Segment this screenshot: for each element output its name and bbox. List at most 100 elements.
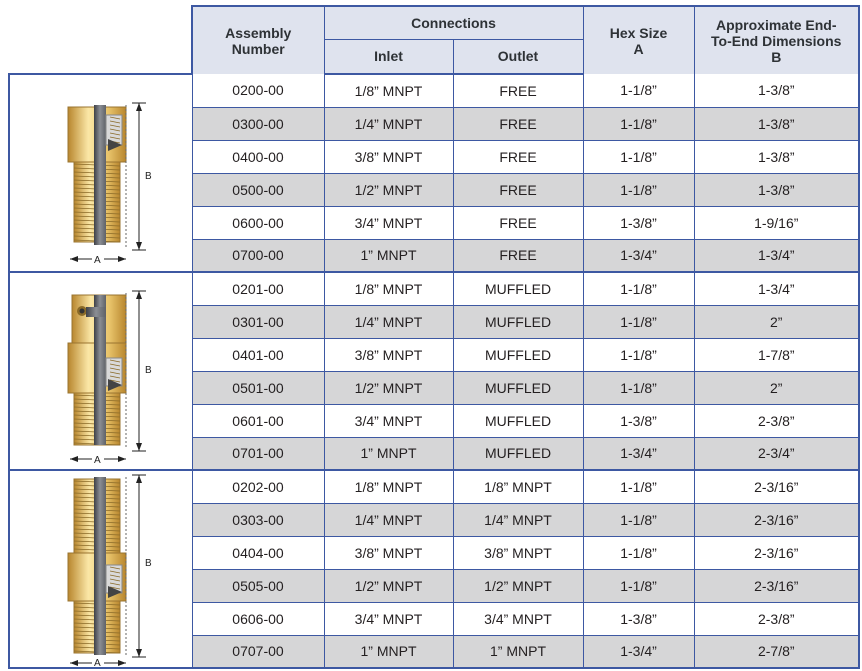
table-row: B A 0202-00 1/8” MNPT 1/8” MNPT 1-1/8” 2-3/16” [8, 469, 860, 669]
assembly-number-cell: 0606-00 [191, 602, 324, 636]
outlet-cell: 1” MNPT [452, 635, 583, 669]
assembly-number-cell: 0301-00 [191, 305, 324, 339]
hex-size-cell: 1-1/8” [582, 338, 694, 372]
hex-size-cell: 1-3/8” [582, 206, 694, 240]
assembly-number-cell: 0501-00 [191, 371, 324, 405]
outlet-cell: MUFFLED [452, 272, 583, 306]
dimension-cell: 1-3/8” [693, 140, 860, 174]
table-row: 0707-00 1” MNPT 1” MNPT 1-3/4” 2-7/8” [9, 635, 860, 669]
dimension-cell: 1-3/4” [693, 272, 860, 306]
outlet-cell: MUFFLED [452, 338, 583, 372]
inlet-cell: 1” MNPT [323, 239, 453, 273]
hex-size-cell: 1-1/8” [582, 569, 694, 603]
dimension-b-label: B [145, 365, 152, 376]
header-inlet: Inlet [323, 38, 453, 75]
assembly-number-cell: 0707-00 [191, 635, 324, 669]
table-row: 0600-00 3/4” MNPT FREE 1-3/8” 1-9/16” [9, 206, 860, 240]
hex-size-cell: 1-1/8” [582, 107, 694, 141]
assembly-number-cell: 0300-00 [191, 107, 324, 141]
dimension-cell: 1-7/8” [693, 338, 860, 372]
dimension-cell: 2” [693, 305, 860, 339]
header-dims-line3: B [771, 48, 782, 65]
header-hex-size: Hex Size A [582, 5, 694, 74]
assembly-number-cell: 0600-00 [191, 206, 324, 240]
table-row: B A 0201-00 1/8” MNPT MUFFLED 1-1/8” 1-3/4” [8, 271, 860, 471]
header-dimensions: Approximate End- To-End Dimensions B [693, 5, 860, 74]
assembly-number-cell: 0505-00 [191, 569, 324, 603]
outlet-cell: 3/8” MNPT [452, 536, 583, 570]
assembly-number-cell: 0404-00 [191, 536, 324, 570]
outlet-cell: FREE [452, 206, 583, 240]
table-row: 0505-00 1/2” MNPT 1/2” MNPT 1-1/8” 2-3/16” [9, 569, 860, 603]
inlet-cell: 1/2” MNPT [323, 173, 453, 207]
dimension-cell: 2-3/16” [693, 470, 860, 504]
inlet-cell: 1” MNPT [323, 437, 453, 471]
table-row: 0701-00 1” MNPT MUFFLED 1-3/4” 2-3/4” [9, 437, 860, 471]
hex-size-cell: 1-1/8” [582, 371, 694, 405]
assembly-number-cell: 0303-00 [191, 503, 324, 537]
table-row: 0404-00 3/8” MNPT 3/8” MNPT 1-1/8” 2-3/16” [9, 536, 860, 570]
outlet-cell: MUFFLED [452, 305, 583, 339]
dimension-a-label: A [94, 255, 101, 266]
dimension-a-label: A [94, 455, 101, 466]
inlet-cell: 1/8” MNPT [323, 470, 453, 504]
dimension-a-label: A [94, 658, 101, 667]
dimension-cell: 1-3/4” [693, 239, 860, 273]
header-assembly-label: Assembly Number [225, 24, 292, 57]
outlet-cell: FREE [452, 107, 583, 141]
table-row: 0500-00 1/2” MNPT FREE 1-1/8” 1-3/8” [9, 173, 860, 207]
inlet-cell: 3/8” MNPT [323, 140, 453, 174]
dimension-cell: 2-3/4” [693, 437, 860, 471]
dimension-cell: 1-3/8” [693, 173, 860, 207]
dimension-b-label: B [145, 558, 152, 569]
outlet-cell: 1/4” MNPT [452, 503, 583, 537]
header-dims-line1: Approximate End- [715, 16, 837, 33]
dimension-cell: 2-3/16” [693, 569, 860, 603]
inlet-cell: 1/8” MNPT [323, 74, 453, 108]
assembly-number-cell: 0400-00 [191, 140, 324, 174]
assembly-spec-table: Assembly Number Connections Hex Size A A… [8, 5, 860, 669]
assembly-number-cell: 0601-00 [191, 404, 324, 438]
hex-size-cell: 1-3/8” [582, 404, 694, 438]
table-row: 0301-00 1/4” MNPT MUFFLED 1-1/8” 2” [9, 305, 860, 339]
table-row: 0303-00 1/4” MNPT 1/4” MNPT 1-1/8” 2-3/16” [9, 503, 860, 537]
hex-size-cell: 1-1/8” [582, 272, 694, 306]
table-row: B A 0200-00 1/8” MNPT FREE 1-1/8” 1-3/8” [8, 73, 860, 273]
header-assembly-number: Assembly Number [191, 5, 324, 74]
header-blank [9, 6, 192, 74]
assembly-number-cell: 0700-00 [191, 239, 324, 273]
hex-size-cell: 1-3/4” [582, 635, 694, 669]
table-body: B A 0200-00 1/8” MNPT FREE 1-1/8” 1-3/8” 0300-0… [8, 73, 860, 669]
outlet-cell: MUFFLED [452, 437, 583, 471]
dimension-cell: 2-7/8” [693, 635, 860, 669]
inlet-cell: 3/8” MNPT [323, 338, 453, 372]
header-hex-line1: Hex Size [609, 24, 668, 41]
outlet-cell: 1/2” MNPT [452, 569, 583, 603]
inlet-cell: 3/8” MNPT [323, 536, 453, 570]
outlet-cell: FREE [452, 239, 583, 273]
dimension-cell: 2-3/16” [693, 536, 860, 570]
assembly-number-cell: 0201-00 [191, 272, 324, 306]
dimension-cell: 1-3/8” [693, 74, 860, 108]
hex-size-cell: 1-3/8” [582, 602, 694, 636]
table-row: 0401-00 3/8” MNPT MUFFLED 1-1/8” 1-7/8” [9, 338, 860, 372]
header-connections: Connections [323, 5, 583, 39]
header-outlet: Outlet [452, 38, 583, 75]
hex-size-cell: 1-1/8” [582, 305, 694, 339]
assembly-number-cell: 0500-00 [191, 173, 324, 207]
dimension-cell: 2” [693, 371, 860, 405]
inlet-cell: 1” MNPT [323, 635, 453, 669]
hex-size-cell: 1-3/4” [582, 437, 694, 471]
outlet-cell: 3/4” MNPT [452, 602, 583, 636]
table-row: 0606-00 3/4” MNPT 3/4” MNPT 1-3/8” 2-3/8” [9, 602, 860, 636]
table-row: 0601-00 3/4” MNPT MUFFLED 1-3/8” 2-3/8” [9, 404, 860, 438]
inlet-cell: 3/4” MNPT [323, 206, 453, 240]
dimension-cell: 2-3/16” [693, 503, 860, 537]
dimension-cell: 2-3/8” [693, 602, 860, 636]
outlet-cell: 1/8” MNPT [452, 470, 583, 504]
